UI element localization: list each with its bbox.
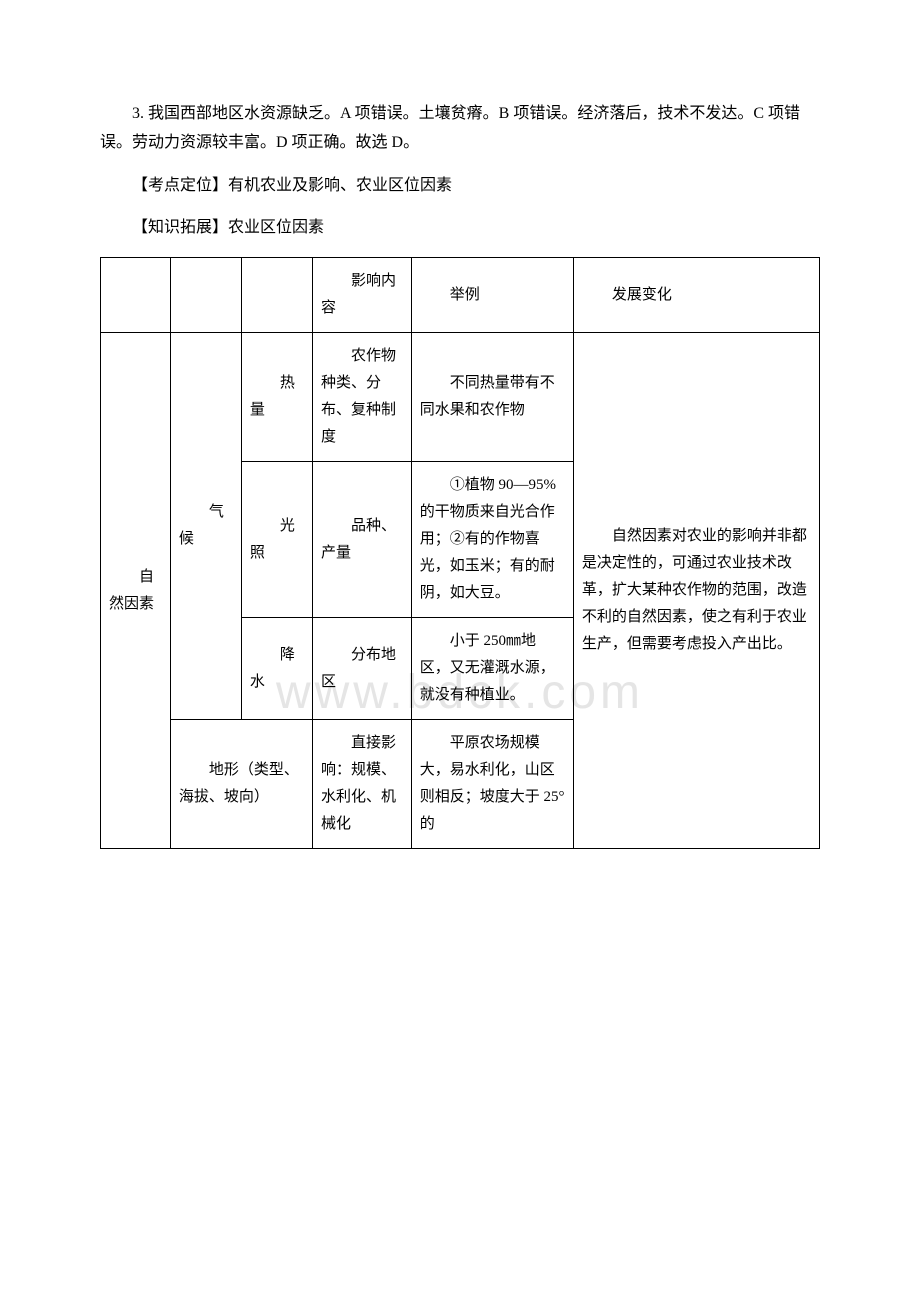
terrain-example: 平原农场规模大，易水利化，山区则相反；坡度大于 25°的 [411, 720, 573, 849]
factors-table: 影响内容 举例 发展变化 自然因素 气候 热量 农作物种类、分布、复种制度 不同… [100, 257, 820, 849]
paragraph-knowledge: 【知识拓展】农业区位因素 [100, 214, 820, 243]
natural-factor-cell: 自然因素 [101, 333, 171, 849]
light-label: 光照 [241, 462, 312, 618]
climate-cell: 气候 [170, 333, 241, 720]
heat-example: 不同热量带有不同水果和农作物 [411, 333, 573, 462]
table-row: 自然因素 气候 热量 农作物种类、分布、复种制度 不同热量带有不同水果和农作物 … [101, 333, 820, 462]
terrain-label: 地形（类型、海拔、坡向） [170, 720, 312, 849]
terrain-content: 直接影响：规模、水利化、机械化 [312, 720, 411, 849]
light-content: 品种、产量 [312, 462, 411, 618]
development-cell: 自然因素对农业的影响并非都是决定性的，可通过农业技术改革，扩大某种农作物的范围，… [573, 333, 819, 849]
precip-example: 小于 250㎜地区，又无灌溉水源，就没有种植业。 [411, 618, 573, 720]
table-header-row: 影响内容 举例 发展变化 [101, 258, 820, 333]
header-example: 举例 [411, 258, 573, 333]
precip-label: 降水 [241, 618, 312, 720]
heat-content: 农作物种类、分布、复种制度 [312, 333, 411, 462]
header-development: 发展变化 [573, 258, 819, 333]
paragraph-answer: 3. 我国西部地区水资源缺乏。A 项错误。土壤贫瘠。B 项错误。经济落后，技术不… [100, 100, 820, 158]
header-empty-2 [170, 258, 241, 333]
header-empty-3 [241, 258, 312, 333]
heat-label: 热量 [241, 333, 312, 462]
light-example: ①植物 90—95%的干物质来自光合作用；②有的作物喜光，如玉米；有的耐阴，如大… [411, 462, 573, 618]
precip-content: 分布地区 [312, 618, 411, 720]
header-influence: 影响内容 [312, 258, 411, 333]
header-empty-1 [101, 258, 171, 333]
paragraph-topic: 【考点定位】有机农业及影响、农业区位因素 [100, 172, 820, 201]
